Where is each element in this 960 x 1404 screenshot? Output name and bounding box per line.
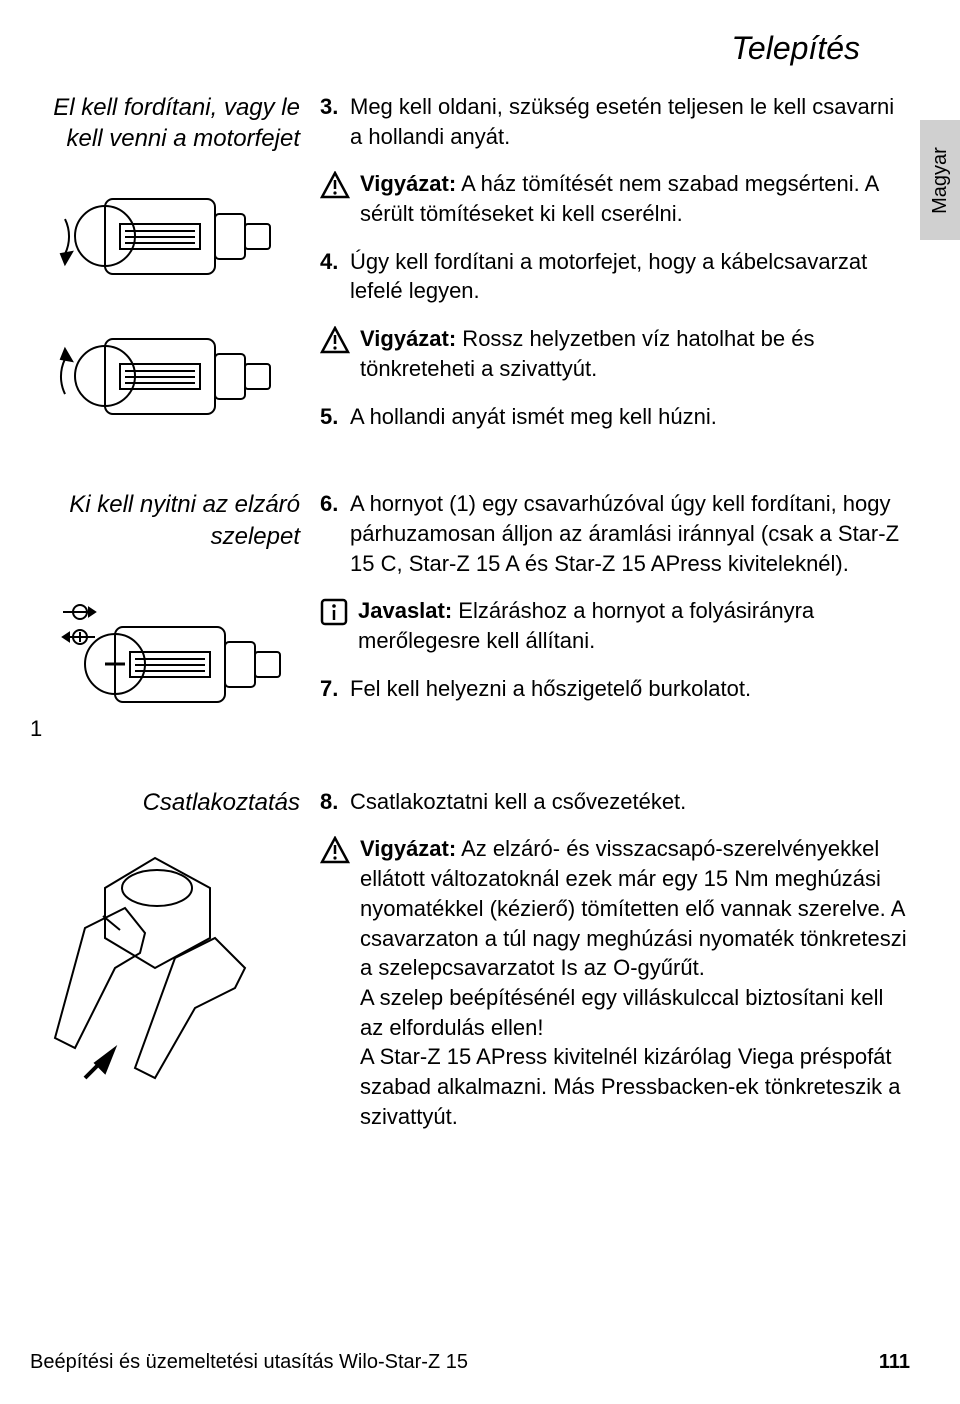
section-valve-open: Ki kell nyitni az elzáró szelepet [30, 489, 910, 751]
section3-subtitle: Csatlakoztatás [30, 787, 300, 818]
step-5: 5. A hollandi anyát ismét meg kell húzni… [320, 402, 910, 432]
figure-wrench [30, 838, 300, 1088]
section-motor-head: El kell fordítani, vagy le kell venni a … [30, 92, 910, 454]
warning-label: Vigyázat: [360, 836, 456, 861]
step-6: 6. A hornyot (1) egy csavarhúzóval úgy k… [320, 489, 910, 578]
step-text: Csatlakoztatni kell a csővezetéket. [350, 787, 910, 817]
step-text: Úgy kell fordítani a motorfejet, hogy a … [350, 247, 910, 306]
step-number: 3. [320, 92, 350, 151]
step-text: Meg kell oldani, szükség esetén teljesen… [350, 92, 910, 151]
step-number: 6. [320, 489, 350, 578]
info-suggestion: Javaslat: Elzáráshoz a hornyot a folyási… [320, 596, 910, 655]
info-icon [320, 598, 348, 634]
step-text: A hornyot (1) egy csavarhúzóval úgy kell… [350, 489, 910, 578]
step-number: 8. [320, 787, 350, 817]
footer-doc-title: Beépítési és üzemeltetési utasítás Wilo-… [30, 1351, 468, 1374]
language-tab: Magyar [920, 120, 960, 240]
step-7: 7. Fel kell helyezni a hőszigetelő burko… [320, 674, 910, 704]
section2-subtitle: Ki kell nyitni az elzáró szelepet [30, 489, 300, 551]
info-label: Javaslat: [358, 598, 452, 623]
warning-text: Az elzáró- és visszacsapó-szerelvényekke… [360, 836, 907, 1128]
section1-subtitle: El kell fordítani, vagy le kell venni a … [30, 92, 300, 154]
step-8: 8. Csatlakoztatni kell a csővezetéket. [320, 787, 910, 817]
step-number: 4. [320, 247, 350, 306]
footer-page-number: 111 [879, 1351, 910, 1374]
step-3: 3. Meg kell oldani, szükség esetén telje… [320, 92, 910, 151]
warning-torque: Vigyázat: Az elzáró- és visszacsapó-szer… [320, 834, 910, 1131]
warning-icon [320, 836, 350, 872]
warning-icon [320, 171, 350, 207]
warning-water: Vigyázat: Rossz helyzetben víz hatolhat … [320, 324, 910, 383]
page-title: Telepítés [30, 30, 910, 67]
step-text: A hollandi anyát ismét meg kell húzni. [350, 402, 910, 432]
step-text: Fel kell helyezni a hőszigetelő burkolat… [350, 674, 910, 704]
warning-icon [320, 326, 350, 362]
warning-seal: Vigyázat: A ház tömítését nem szabad meg… [320, 169, 910, 228]
step-4: 4. Úgy kell fordítani a motorfejet, hogy… [320, 247, 910, 306]
figure-valve [30, 572, 300, 752]
figure-pump-rotate [30, 174, 300, 454]
step-number: 7. [320, 674, 350, 704]
callout-1: 1 [30, 716, 42, 742]
language-label: Magyar [929, 147, 952, 214]
warning-label: Vigyázat: [360, 171, 456, 196]
step-number: 5. [320, 402, 350, 432]
section-connect: Csatlakoztatás 8. [30, 787, 910, 1150]
page-footer: Beépítési és üzemeltetési utasítás Wilo-… [30, 1351, 910, 1374]
warning-label: Vigyázat: [360, 326, 456, 351]
